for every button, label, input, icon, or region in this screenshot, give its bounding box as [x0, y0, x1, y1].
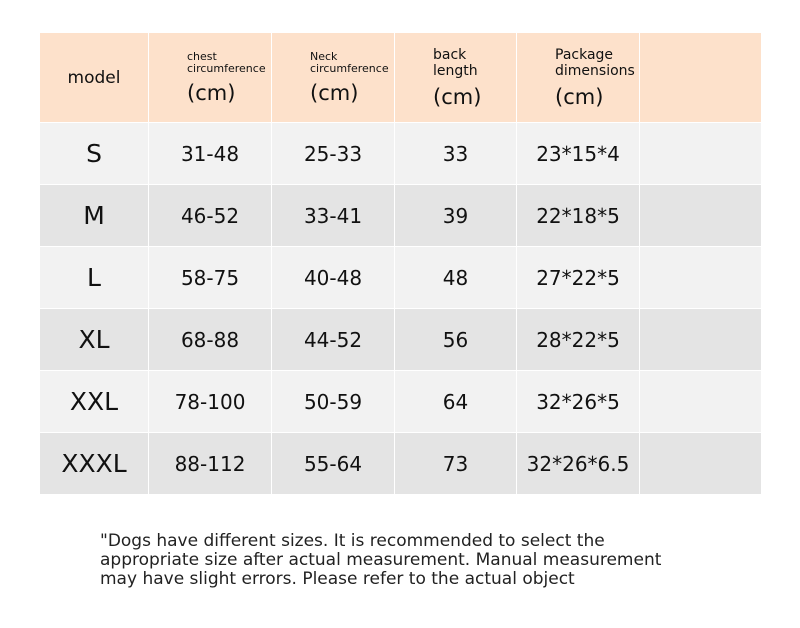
header-label: chest circumference: [187, 49, 266, 75]
table-cell: 73: [395, 433, 516, 494]
table-cell: 28*22*5: [517, 309, 639, 370]
header-cell: Neck circumference (cm): [272, 33, 394, 122]
table-cell: 44-52: [272, 309, 394, 370]
table-cell: [640, 247, 761, 308]
table-cell: [640, 433, 761, 494]
table-cell: 48: [395, 247, 516, 308]
table-cell: 50-59: [272, 371, 394, 432]
header-cell: [640, 33, 761, 122]
table-cell: 56: [395, 309, 516, 370]
table-cell: 22*18*5: [517, 185, 639, 246]
header-cell: Package dimensions (cm): [517, 33, 639, 122]
table-cell: 88-112: [149, 433, 271, 494]
table-cell: 39: [395, 185, 516, 246]
table-cell: 32*26*5: [517, 371, 639, 432]
table-cell: 33-41: [272, 185, 394, 246]
header-label: model: [67, 67, 121, 88]
table-cell: [640, 309, 761, 370]
header-unit: (cm): [310, 80, 359, 105]
model-cell: XXXL: [40, 433, 148, 494]
table-cell: [640, 371, 761, 432]
model-cell: XL: [40, 309, 148, 370]
table-cell: 78-100: [149, 371, 271, 432]
header-label: back length: [433, 46, 478, 79]
header-label: Neck circumference: [310, 49, 389, 75]
header-cell: chest circumference (cm): [149, 33, 271, 122]
table-cell: 64: [395, 371, 516, 432]
header-unit: (cm): [187, 80, 236, 105]
table-cell: 46-52: [149, 185, 271, 246]
note-line: "Dogs have different sizes. It is recomm…: [100, 531, 605, 551]
table-cell: 58-75: [149, 247, 271, 308]
table-cell: [640, 185, 761, 246]
table-cell: 68-88: [149, 309, 271, 370]
model-cell: M: [40, 185, 148, 246]
table-cell: [640, 123, 761, 184]
header-label: Package dimensions: [555, 46, 635, 79]
table-cell: 33: [395, 123, 516, 184]
table-cell: 31-48: [149, 123, 271, 184]
table-cell: 27*22*5: [517, 247, 639, 308]
header-cell: model: [40, 33, 148, 122]
note-line: appropriate size after actual measuremen…: [100, 550, 662, 570]
model-cell: XXL: [40, 371, 148, 432]
header-unit: (cm): [555, 84, 604, 109]
table-cell: 23*15*4: [517, 123, 639, 184]
table-cell: 25-33: [272, 123, 394, 184]
note-line: may have slight errors. Please refer to …: [100, 569, 575, 589]
table-cell: 32*26*6.5: [517, 433, 639, 494]
table-cell: 55-64: [272, 433, 394, 494]
header-unit: (cm): [433, 84, 482, 109]
header-cell: back length (cm): [395, 33, 516, 122]
table-cell: 40-48: [272, 247, 394, 308]
model-cell: L: [40, 247, 148, 308]
model-cell: S: [40, 123, 148, 184]
